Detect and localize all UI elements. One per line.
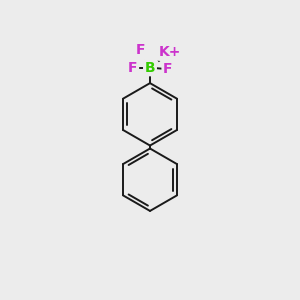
Text: K+: K+: [159, 45, 182, 59]
Text: B: B: [145, 61, 155, 75]
Text: F: F: [128, 61, 137, 75]
Text: F: F: [136, 44, 145, 57]
Text: F: F: [163, 62, 172, 76]
